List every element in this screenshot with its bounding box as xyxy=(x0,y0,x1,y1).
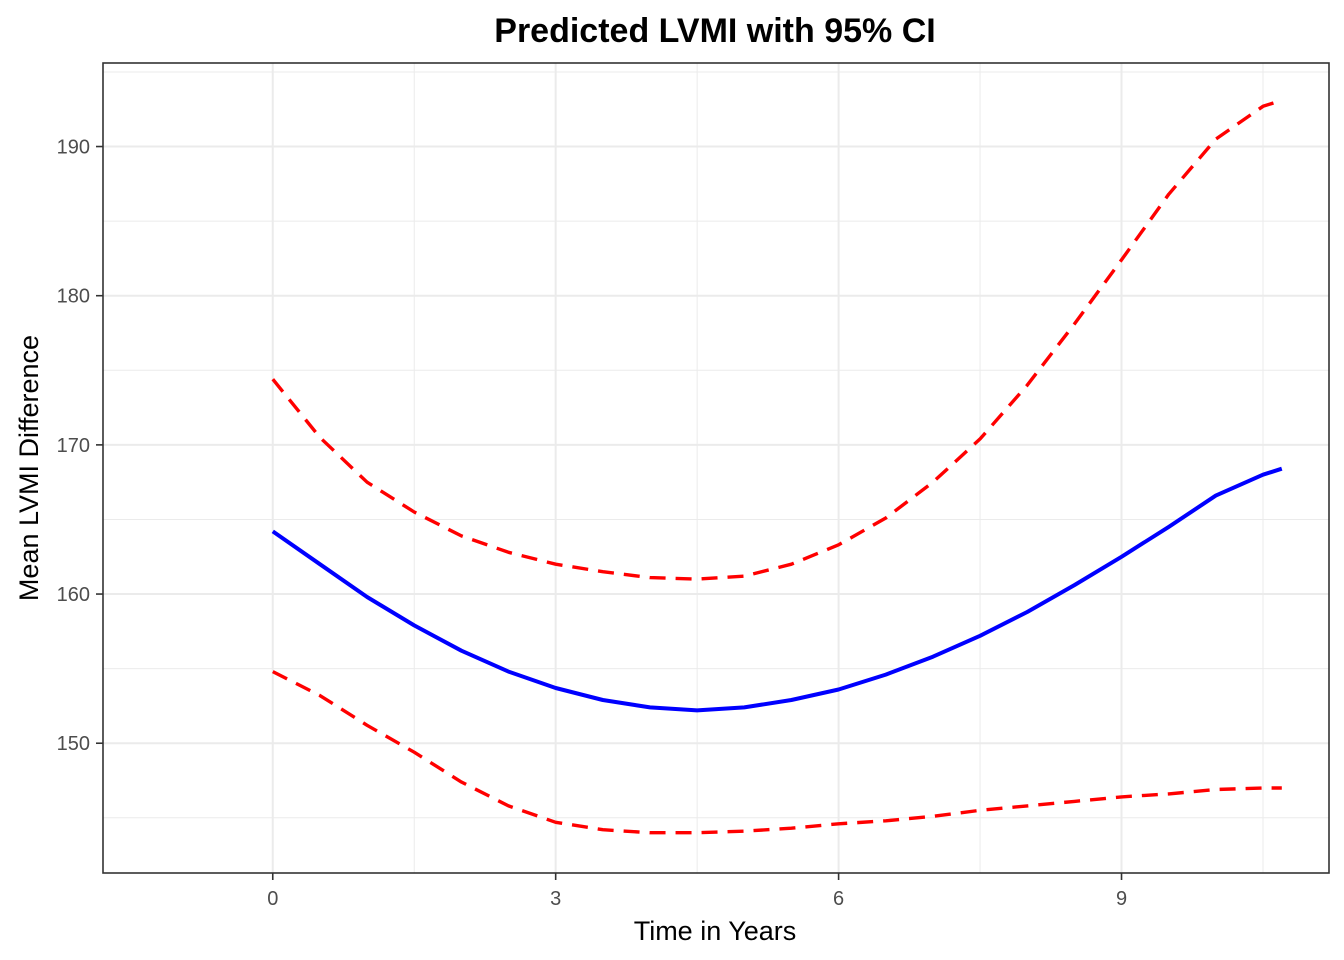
upper-ci-line xyxy=(271,98,1283,581)
y-tick-label: 160 xyxy=(57,584,90,606)
y-tick-label: 150 xyxy=(57,733,90,755)
lower-ci-line xyxy=(272,670,1282,835)
y-tick-label: 180 xyxy=(57,286,90,308)
y-axis-title: Mean LVMI Difference xyxy=(14,335,44,601)
y-tick-label: 170 xyxy=(57,435,90,457)
grid xyxy=(103,63,1329,873)
chart-title: Predicted LVMI with 95% CI xyxy=(494,12,935,50)
fitted-line xyxy=(271,466,1283,713)
x-tick-label: 0 xyxy=(267,888,278,910)
x-axis-title: Time in Years xyxy=(634,916,797,946)
x-tick-label: 9 xyxy=(1116,888,1127,910)
y-tick-label: 190 xyxy=(57,137,90,159)
x-tick-label: 3 xyxy=(550,888,561,910)
axes: 0 3 6 9 150 160 170 180 190 xyxy=(57,62,1330,910)
series-layer xyxy=(271,98,1283,835)
x-tick-label: 6 xyxy=(833,888,844,910)
panel-border xyxy=(102,62,1330,874)
